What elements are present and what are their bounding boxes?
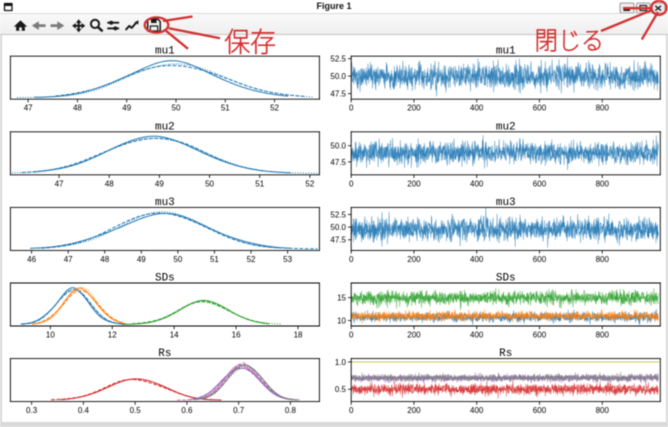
- svg-text:400: 400: [470, 255, 484, 264]
- svg-text:200: 200: [407, 104, 421, 113]
- svg-text:47: 47: [64, 255, 73, 264]
- svg-text:mu3: mu3: [155, 197, 175, 209]
- svg-text:0: 0: [349, 406, 354, 415]
- svg-text:800: 800: [596, 104, 610, 113]
- svg-text:Rs: Rs: [158, 348, 171, 360]
- svg-text:47: 47: [55, 179, 64, 188]
- svg-text:0.3: 0.3: [26, 406, 38, 415]
- svg-text:53: 53: [283, 255, 292, 264]
- svg-text:200: 200: [407, 331, 421, 340]
- svg-text:48: 48: [73, 104, 82, 113]
- svg-text:51: 51: [210, 255, 219, 264]
- svg-text:48: 48: [105, 179, 114, 188]
- svg-text:52.5: 52.5: [330, 55, 346, 64]
- svg-text:SDs: SDs: [496, 273, 516, 285]
- svg-text:15: 15: [337, 294, 346, 303]
- svg-text:600: 600: [533, 179, 547, 188]
- svg-text:50.0: 50.0: [330, 142, 346, 151]
- svg-text:mu1: mu1: [496, 46, 516, 58]
- svg-text:400: 400: [470, 179, 484, 188]
- svg-text:800: 800: [596, 406, 610, 415]
- svg-text:0.7: 0.7: [233, 406, 245, 415]
- svg-text:mu1: mu1: [155, 46, 175, 58]
- svg-text:400: 400: [470, 104, 484, 113]
- svg-text:50: 50: [172, 104, 181, 113]
- svg-text:SDs: SDs: [155, 273, 175, 285]
- svg-text:600: 600: [533, 331, 547, 340]
- svg-text:51: 51: [255, 179, 264, 188]
- svg-text:200: 200: [407, 406, 421, 415]
- svg-text:0.4: 0.4: [78, 406, 90, 415]
- svg-text:600: 600: [533, 104, 547, 113]
- svg-text:0.5: 0.5: [130, 406, 142, 415]
- svg-text:1.0: 1.0: [335, 358, 347, 367]
- svg-text:49: 49: [155, 179, 164, 188]
- svg-text:52.5: 52.5: [330, 210, 346, 219]
- svg-text:200: 200: [407, 255, 421, 264]
- svg-text:Rs: Rs: [499, 348, 512, 360]
- svg-text:0: 0: [349, 104, 354, 113]
- svg-text:16: 16: [232, 331, 241, 340]
- svg-text:600: 600: [533, 255, 547, 264]
- svg-text:0: 0: [349, 179, 354, 188]
- svg-text:52: 52: [247, 255, 256, 264]
- svg-text:200: 200: [407, 179, 421, 188]
- svg-text:50.0: 50.0: [330, 223, 346, 232]
- svg-text:800: 800: [596, 179, 610, 188]
- svg-text:600: 600: [533, 406, 547, 415]
- svg-text:0: 0: [349, 331, 354, 340]
- svg-text:18: 18: [294, 331, 303, 340]
- svg-text:49: 49: [122, 104, 131, 113]
- svg-text:800: 800: [596, 255, 610, 264]
- svg-text:14: 14: [170, 331, 179, 340]
- svg-text:52: 52: [270, 104, 279, 113]
- svg-text:mu3: mu3: [496, 197, 516, 209]
- svg-text:0: 0: [349, 255, 354, 264]
- svg-text:47.5: 47.5: [330, 236, 346, 245]
- svg-text:mu2: mu2: [496, 121, 516, 133]
- svg-text:10: 10: [46, 331, 55, 340]
- svg-text:800: 800: [596, 331, 610, 340]
- svg-text:46: 46: [27, 255, 36, 264]
- svg-text:50: 50: [205, 179, 214, 188]
- svg-text:51: 51: [221, 104, 230, 113]
- svg-text:52: 52: [305, 179, 314, 188]
- svg-text:10: 10: [337, 316, 346, 325]
- svg-text:49: 49: [137, 255, 146, 264]
- svg-text:12: 12: [108, 331, 117, 340]
- svg-text:48: 48: [100, 255, 109, 264]
- svg-text:0.8: 0.8: [285, 406, 297, 415]
- svg-text:mu2: mu2: [155, 121, 175, 133]
- svg-text:47.5: 47.5: [330, 158, 346, 167]
- svg-text:0.5: 0.5: [335, 385, 347, 394]
- svg-text:47.5: 47.5: [330, 90, 346, 99]
- svg-text:400: 400: [470, 331, 484, 340]
- svg-text:50: 50: [173, 255, 182, 264]
- svg-text:400: 400: [470, 406, 484, 415]
- svg-text:50.0: 50.0: [330, 72, 346, 81]
- svg-text:0.6: 0.6: [181, 406, 193, 415]
- svg-text:47: 47: [24, 104, 33, 113]
